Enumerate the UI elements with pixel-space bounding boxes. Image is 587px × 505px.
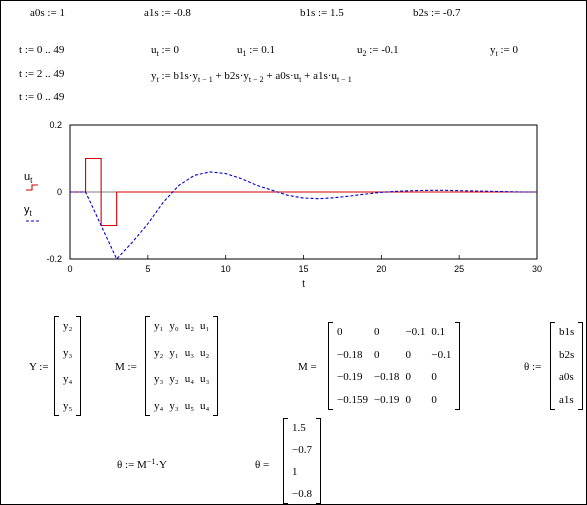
matrix-cell: y₀ <box>169 320 179 332</box>
range-t-1[interactable]: t := 0 .. 49 <box>19 44 65 56</box>
matrix-M-symbolic[interactable]: y₁ y₀ u₂ u₁ y₂ y₁ u₃ u₂ y₃ y₂ u₄ u₃ y₄ y₃ u₅ u₄ <box>145 316 219 416</box>
solve-theta[interactable]: θ := M−1·Y <box>117 457 167 472</box>
response-plot[interactable]: 0 5 10 15 20 25 30 0.2 0 -0.2 t ut yt <box>0 110 587 410</box>
init-u-2[interactable]: u2 := -0.1 <box>357 44 399 58</box>
matrix-theta-result[interactable]: 1.5 −0.7 1 −0.8 <box>283 418 321 504</box>
matrix-cell: −0.159 <box>337 393 368 406</box>
matrix-M-label: M := <box>115 361 137 373</box>
matrix-cell: u₂ <box>184 320 195 332</box>
matrix-cell: y₄ <box>154 399 164 412</box>
bracket-left <box>283 418 288 504</box>
matrix-cell: u₄ <box>184 373 195 386</box>
matrix-cell: −0.18 <box>373 371 400 384</box>
matrix-cell: u₅ <box>184 399 195 412</box>
matrix-cell: 0.1 <box>431 326 446 338</box>
init-u-t[interactable]: ut := 0 <box>151 44 179 58</box>
x-tick-label: 0 <box>67 264 72 274</box>
matrix-cell: 0 <box>373 348 380 361</box>
matrix-cell: y₄ <box>63 373 73 386</box>
matrix-cell: 0 <box>337 326 343 338</box>
matrix-cell: a1s <box>559 393 574 406</box>
matrix-cell: u₃ <box>200 373 210 386</box>
matrix-cell: y₃ <box>63 346 73 359</box>
matrix-cell: u₄ <box>200 399 210 412</box>
matrix-cell: u₂ <box>200 346 210 359</box>
def-a1s[interactable]: a1s := -0.8 <box>144 7 191 19</box>
matrix-cell: 0 <box>373 326 380 338</box>
y-tick-label: 0 <box>57 187 62 197</box>
bracket-right <box>76 316 82 416</box>
matrix-cell: y₃ <box>154 373 164 386</box>
matrix-M-value-label: M = <box>298 361 317 373</box>
theta-result-label: θ = <box>255 459 270 471</box>
matrix-cell: −0.19 <box>337 371 363 384</box>
matrix-cell: u₃ <box>184 346 195 359</box>
matrix-theta-label: θ := <box>524 361 542 373</box>
def-b2s[interactable]: b2s := -0.7 <box>413 7 461 19</box>
bracket-right <box>578 322 584 410</box>
def-b1s[interactable]: b1s := 1.5 <box>300 7 344 19</box>
matrix-cell: y₁ <box>154 320 164 332</box>
matrix-cell: −0.18 <box>337 348 363 361</box>
matrix-Y[interactable]: y₂ y₃ y₄ y₅ <box>54 316 82 416</box>
matrix-cell: 0 <box>431 371 437 384</box>
matrix-cell: 0 <box>405 371 411 384</box>
recurrence-equation[interactable]: yt := b1s·yt − 1 + b2s·yt − 2 + a0s·ut +… <box>151 70 352 84</box>
range-t-3[interactable]: t := 0 .. 49 <box>19 91 65 103</box>
matrix-cell: a0s <box>559 371 574 384</box>
series-u-line <box>70 157 537 227</box>
matrix-cell: b2s <box>559 348 575 361</box>
bracket-right <box>455 322 461 410</box>
matrix-cell: −0.7 <box>292 444 312 456</box>
range-t-2[interactable]: t := 2 .. 49 <box>19 68 65 80</box>
legend-swatch-u <box>26 184 38 191</box>
matrix-cell: −0.1 <box>431 348 452 361</box>
matrix-cell: y₂ <box>169 373 179 386</box>
bracket-left <box>328 322 333 410</box>
matrix-M-numeric[interactable]: 0 0 −0.1 0.1 −0.18 0 0 −0.1 −0.19 −0.18 0 0 −0.159 −0… <box>328 322 461 410</box>
x-axis-label: t <box>302 279 305 290</box>
matrix-Y-label: Y := <box>29 361 49 373</box>
x-tick-label: 30 <box>532 264 542 274</box>
init-u-1[interactable]: u1 := 0.1 <box>237 44 276 58</box>
matrix-cell: b1s <box>559 326 575 338</box>
x-tick-label: 5 <box>145 264 150 274</box>
matrix-cell: y₅ <box>63 399 73 412</box>
matrix-cell: 0 <box>405 393 411 406</box>
bracket-left <box>54 316 59 416</box>
series-y-line <box>70 171 537 260</box>
bracket-right <box>315 418 321 504</box>
matrix-cell: −0.8 <box>292 488 312 500</box>
matrix-cell: 1.5 <box>292 422 306 434</box>
matrix-cell: y₁ <box>169 346 179 359</box>
y-tick-label: -0.2 <box>46 254 62 264</box>
def-a0s[interactable]: a0s := 1 <box>30 7 65 19</box>
matrix-cell: −0.19 <box>373 393 400 406</box>
matrix-cell: 1 <box>292 466 298 478</box>
x-tick-label: 25 <box>454 264 464 274</box>
legend-label-u: ut <box>24 171 33 185</box>
matrix-cell: y₃ <box>169 399 179 412</box>
matrix-cell: y₂ <box>154 346 164 359</box>
legend-label-y: yt <box>24 204 33 218</box>
x-tick-label: 20 <box>376 264 386 274</box>
matrix-theta-symbolic[interactable]: b1s b2s a0s a1s <box>550 322 584 410</box>
matrix-cell: 0 <box>405 348 411 361</box>
y-tick-label: 0.2 <box>49 120 62 130</box>
x-tick-label: 10 <box>221 264 231 274</box>
bracket-right <box>213 316 219 416</box>
x-tick-label: 15 <box>298 264 308 274</box>
init-y-t[interactable]: yt := 0 <box>490 44 518 58</box>
bracket-left <box>550 322 555 410</box>
bracket-left <box>145 316 150 416</box>
matrix-cell: −0.1 <box>405 326 426 338</box>
matrix-cell: u₁ <box>200 320 210 332</box>
matrix-cell: 0 <box>431 393 437 406</box>
matrix-cell: y₂ <box>63 320 73 332</box>
